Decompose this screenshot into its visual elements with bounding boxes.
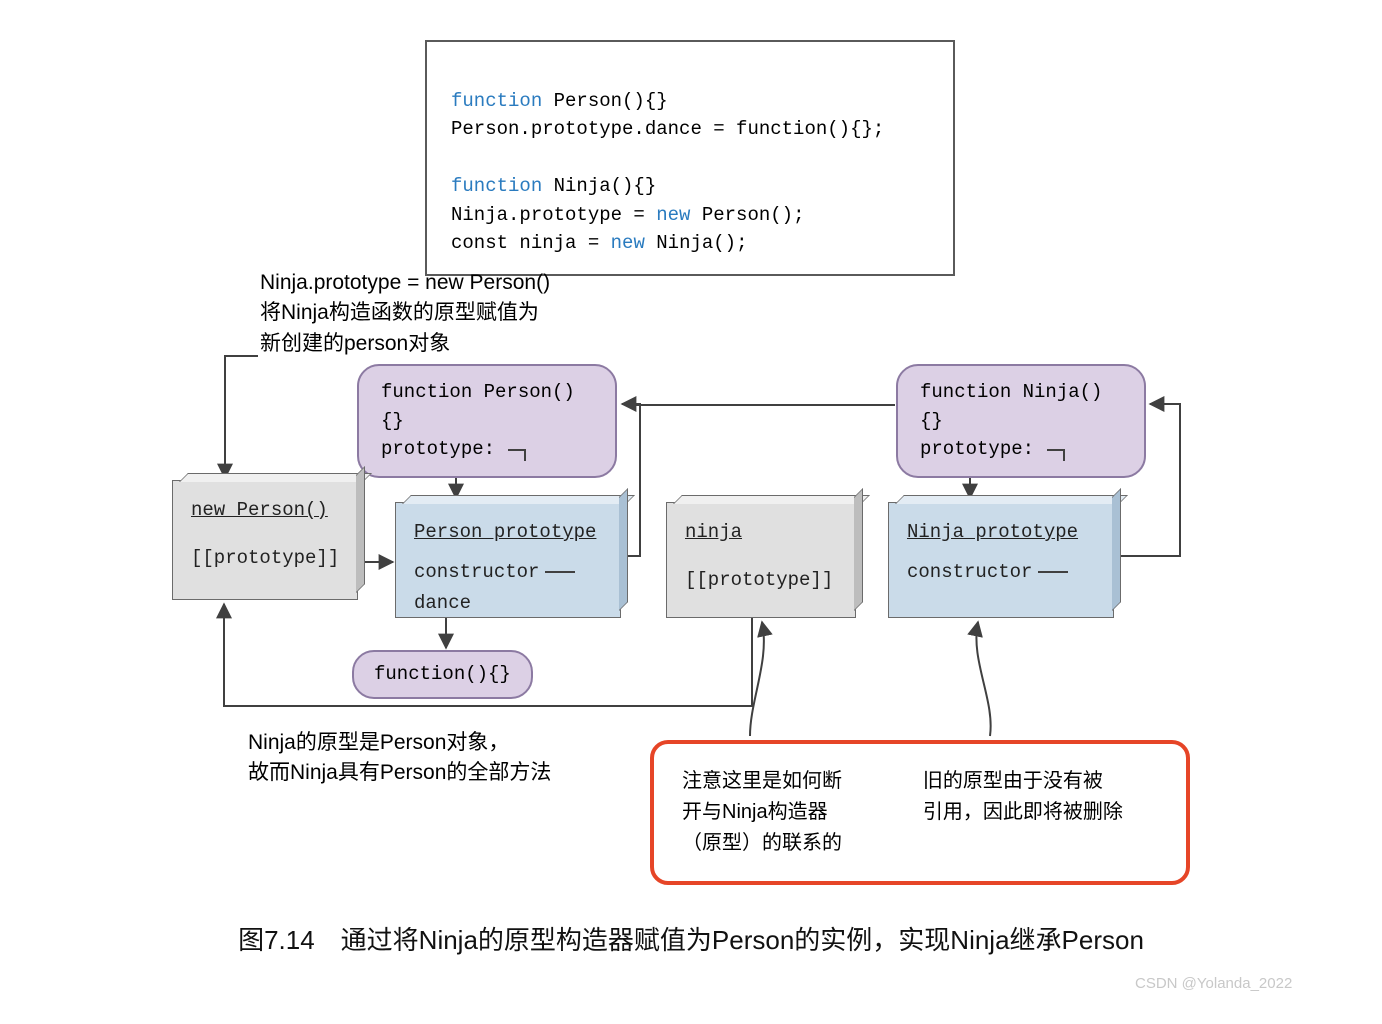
ninja-constructor-pill: function Ninja(){} prototype: [896,364,1146,478]
pill-line: prototype: [381,435,495,464]
pill-line: prototype: [920,435,1034,464]
code-kw: new [656,204,690,226]
anno-line: 故而Ninja具有Person的全部方法 [248,758,551,788]
code-text: const ninja = [451,232,611,254]
anno-line: Ninja的原型是Person对象， [248,728,551,758]
callout-line: 开与Ninja构造器 [682,797,910,828]
code-text: Person(); [690,204,804,226]
box-row: [[prototype]] [685,569,833,591]
annotation-ninja-inherits-person: Ninja的原型是Person对象， 故而Ninja具有Person的全部方法 [248,728,551,789]
callout-line: 引用，因此即将被删除 [923,797,1153,828]
code-text: Person(){} [542,90,667,112]
code-kw: function [451,175,542,197]
code-kw: new [611,232,645,254]
pill-line: function(){} [374,663,511,685]
anno-line: 将Ninja构造函数的原型赋值为 [260,298,550,328]
callout-line: （原型）的联系的 [682,828,910,859]
code-snippet-box: function Person(){} Person.prototype.dan… [425,40,955,276]
person-prototype-box: Person prototype constructor dance [395,502,621,618]
callout-red-box: 注意这里是如何断 开与Ninja构造器 （原型）的联系的 旧的原型由于没有被 引… [650,740,1190,885]
annotation-ninja-prototype-assignment: Ninja.prototype = new Person() 将Ninja构造函… [260,268,550,359]
code-kw: function [451,90,542,112]
box-row: dance [414,592,471,614]
new-person-instance-box: new Person() [[prototype]] [172,480,358,600]
ninja-instance-box: ninja [[prototype]] [666,502,856,618]
box-title: Person prototype [414,517,602,547]
pill-line: function Person(){} [381,378,593,435]
callout-line: 注意这里是如何断 [682,766,910,797]
watermark: CSDN @Yolanda_2022 [1135,975,1292,992]
anno-line: 新创建的person对象 [260,329,550,359]
dance-function-pill: function(){} [352,650,533,699]
box-title: Ninja prototype [907,517,1095,547]
code-text: Ninja(); [645,232,748,254]
box-title: new Person() [191,495,339,525]
code-text: Ninja.prototype = [451,204,656,226]
anno-line: Ninja.prototype = new Person() [260,268,550,298]
person-constructor-pill: function Person(){} prototype: [357,364,617,478]
pill-line: function Ninja(){} [920,378,1122,435]
box-title: ninja [685,517,837,547]
box-row: constructor [907,561,1032,583]
box-row: constructor [414,561,539,583]
callout-line: 旧的原型由于没有被 [923,766,1153,797]
ninja-prototype-box: Ninja prototype constructor [888,502,1114,618]
code-text: Person.prototype.dance = function(){}; [451,118,884,140]
box-row: [[prototype]] [191,547,339,569]
code-text: Ninja(){} [542,175,656,197]
figure-caption: 图7.14 通过将Ninja的原型构造器赋值为Person的实例，实现Ninja… [50,920,1332,957]
